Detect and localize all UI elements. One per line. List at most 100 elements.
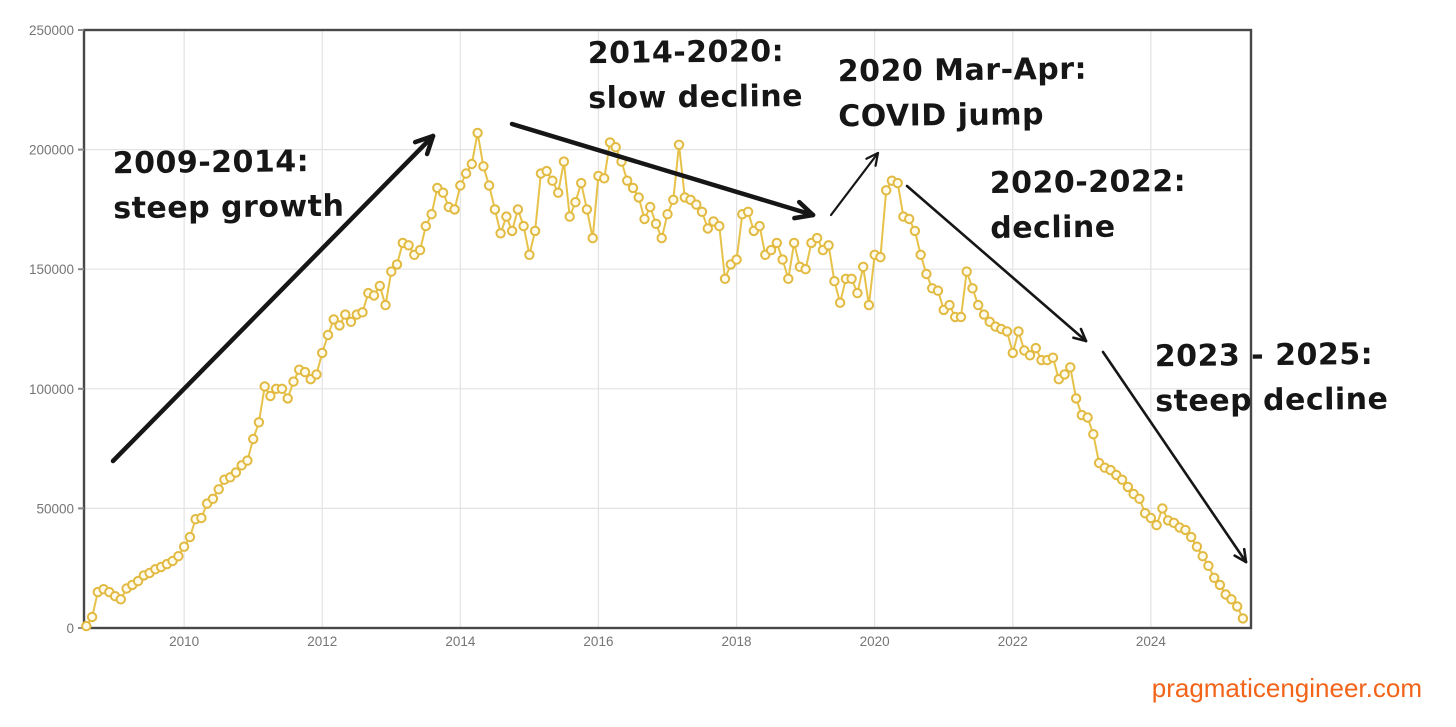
data-point-marker — [253, 417, 265, 428]
data-point-marker — [691, 199, 702, 210]
data-point-marker — [524, 249, 535, 261]
data-point-marker — [1232, 601, 1243, 612]
data-point-marker — [368, 290, 380, 301]
data-point-marker — [1209, 572, 1220, 583]
data-point-marker — [230, 467, 242, 478]
data-point-marker — [921, 268, 932, 280]
data-point-marker — [518, 220, 529, 232]
data-point-marker — [437, 187, 449, 198]
data-point-marker — [1214, 579, 1226, 591]
annotation-arrow-steep-growth-head — [424, 133, 436, 157]
annotation-steep-growth: 2009-2014: steep growth — [113, 139, 345, 231]
data-point-marker — [248, 433, 259, 445]
x-axis-label: 2014 — [445, 634, 476, 649]
data-point-marker — [1030, 342, 1042, 354]
data-point-marker — [1197, 551, 1208, 562]
annotation-decline-2020-2022: 2020-2022: decline — [990, 159, 1187, 251]
data-point-marker — [506, 225, 518, 237]
data-point-marker — [892, 177, 903, 189]
annotation-arrow-steep-growth — [110, 133, 436, 464]
data-point-marker — [403, 240, 414, 251]
annotation-line: 2023 - 2025: — [1154, 336, 1374, 375]
data-point-marker — [777, 254, 788, 265]
data-point-marker — [483, 180, 495, 191]
data-point-marker — [955, 311, 967, 323]
data-point-marker — [553, 187, 564, 198]
data-point-marker — [115, 594, 127, 605]
data-point-marker — [881, 185, 892, 196]
annotation-arrow-decline-2020-2022-head — [1079, 327, 1088, 343]
data-point-marker — [478, 161, 489, 172]
data-point-marker — [633, 192, 644, 203]
data-point-marker — [1088, 429, 1099, 440]
data-point-marker — [501, 211, 512, 222]
data-point-marker — [1134, 493, 1145, 504]
data-point-marker — [391, 259, 403, 270]
data-point-marker — [944, 299, 955, 311]
data-point-marker — [599, 173, 610, 184]
data-point-marker — [334, 320, 345, 331]
data-point-marker — [823, 240, 834, 251]
data-point-marker — [610, 142, 621, 153]
data-point-marker — [420, 220, 431, 232]
data-point-marker — [374, 280, 385, 292]
data-point-marker — [800, 264, 811, 275]
data-point-marker — [576, 177, 587, 189]
data-point-marker — [512, 204, 524, 215]
x-axis-label: 2018 — [722, 634, 752, 649]
data-point-marker — [570, 197, 581, 208]
data-point-marker — [86, 611, 98, 623]
data-point-marker — [909, 225, 921, 237]
data-point-marker — [472, 127, 483, 139]
data-point-marker — [1191, 541, 1203, 552]
data-point-marker — [282, 393, 293, 404]
annotation-slow-decline: 2014-2020: slow decline — [588, 29, 804, 121]
data-point-marker — [581, 204, 593, 215]
y-axis-label: 100000 — [29, 382, 74, 397]
data-point-marker — [322, 329, 334, 341]
data-point-marker — [587, 232, 598, 244]
data-point-marker — [213, 484, 224, 495]
data-point-marker — [875, 252, 886, 263]
data-point-marker — [978, 309, 990, 320]
data-point-marker — [645, 201, 656, 213]
data-point-marker — [904, 213, 915, 225]
data-point-marker — [1047, 352, 1059, 363]
data-point-marker — [852, 287, 863, 299]
data-point-marker — [1122, 481, 1134, 493]
data-point-marker — [765, 244, 777, 256]
data-point-marker — [639, 213, 650, 225]
watermark-pragmaticengineer: pragmaticengineer.com — [1151, 673, 1422, 703]
data-point-marker — [529, 225, 541, 237]
data-point-marker — [495, 228, 506, 239]
annotation-line: steep growth — [113, 188, 345, 227]
data-point-marker — [380, 299, 391, 311]
data-point-marker — [668, 194, 679, 206]
data-point-marker — [915, 249, 926, 261]
data-point-marker — [702, 223, 713, 234]
data-point-marker — [846, 273, 857, 284]
data-point-marker — [1001, 326, 1013, 337]
x-axis-label: 2016 — [583, 634, 613, 649]
data-point-marker — [547, 175, 558, 186]
annotation-arrow-steep-decline-head — [1242, 547, 1248, 564]
x-axis-label: 2022 — [998, 634, 1028, 649]
data-point-marker — [207, 493, 219, 504]
data-point-marker — [829, 276, 840, 287]
data-point-marker — [811, 232, 823, 244]
annotation-arrow-steep-decline — [1101, 350, 1248, 564]
data-point-marker — [622, 175, 633, 186]
data-point-marker — [1024, 350, 1036, 361]
y-axis-label: 150000 — [29, 262, 74, 277]
data-point-marker — [662, 209, 673, 220]
data-point-marker — [564, 211, 575, 222]
data-point-marker — [196, 512, 207, 524]
annotation-arrow-slow-decline-head — [796, 199, 816, 218]
annotation-arrow-covid-jump — [829, 151, 880, 217]
data-point-marker — [276, 383, 288, 394]
data-point-marker — [783, 273, 794, 284]
annotation-arrow-decline-2020-2022 — [905, 184, 1088, 343]
data-point-marker — [1070, 393, 1082, 404]
data-point-marker — [742, 206, 754, 218]
x-axis-label: 2012 — [307, 634, 337, 649]
